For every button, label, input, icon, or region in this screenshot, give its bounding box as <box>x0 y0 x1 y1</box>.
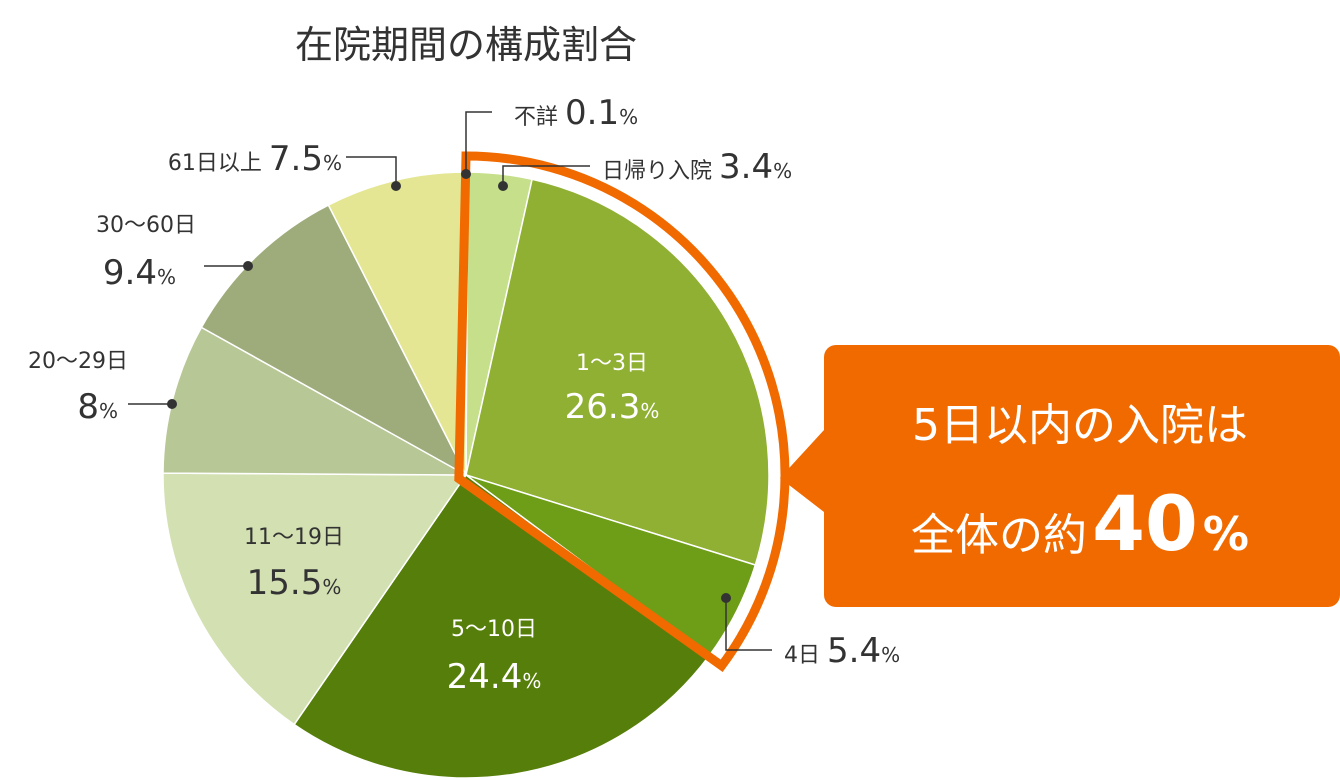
pie-slices <box>162 171 770 779</box>
slice-unit-6: % <box>99 399 118 423</box>
slice-value-label-6: 8% <box>77 387 118 427</box>
slice-value-1: 3.4 <box>719 147 773 187</box>
slice-unit-7: % <box>157 265 176 289</box>
pie-slice-2 <box>465 178 770 566</box>
slice-value-6: 8 <box>77 387 99 427</box>
slice-unit-0: % <box>619 105 638 129</box>
slice-label-3: 4日 5.4% <box>784 631 900 671</box>
callout-background <box>824 345 1340 607</box>
slice-value-8: 7.5 <box>269 139 323 179</box>
leader-line-0 <box>465 111 492 174</box>
slice-category-1: 日帰り入院 <box>602 159 719 184</box>
callout-line1: 5日以内の入院は <box>912 400 1248 451</box>
slice-value-7: 9.4 <box>103 253 157 293</box>
slice-unit-5: % <box>322 575 341 599</box>
slice-value-5: 15.5 <box>247 563 323 603</box>
slice-unit-8: % <box>323 151 342 175</box>
slice-value-2: 26.3 <box>565 387 641 427</box>
slice-value-label-4: 24.4% <box>447 657 542 697</box>
callout-box: 5日以内の入院は 全体の約 40 % <box>780 345 1340 607</box>
pie-slice-6 <box>162 326 467 476</box>
slice-category-4: 5〜10日 <box>451 617 537 642</box>
pie-slice-5 <box>162 472 468 726</box>
slice-category-0: 不詳 <box>514 105 565 130</box>
leader-line-8 <box>346 156 397 186</box>
leader-dot-0 <box>461 169 471 179</box>
slice-label-1: 日帰り入院 3.4% <box>602 147 792 187</box>
slice-category-7: 30〜60日 <box>96 213 196 238</box>
slice-category-3: 4日 <box>784 643 827 668</box>
slice-category-6: 20〜29日 <box>28 349 128 374</box>
slice-unit-3: % <box>881 643 900 667</box>
slice-value-label-5: 15.5% <box>247 563 342 603</box>
pie-slice-7 <box>200 204 468 477</box>
leader-dot-8 <box>391 181 401 191</box>
slice-unit-4: % <box>522 669 541 693</box>
slice-unit-2: % <box>640 399 659 423</box>
slice-label-8: 61日以上 7.5% <box>168 139 342 179</box>
slice-value-label-7: 9.4% <box>103 253 176 293</box>
slice-label-0: 不詳 0.1% <box>514 93 638 133</box>
pie-slice-4 <box>293 473 710 779</box>
slice-value-3: 5.4 <box>827 631 881 671</box>
highlight-outline <box>454 151 790 672</box>
slice-value-4: 24.4 <box>447 657 523 697</box>
slice-unit-1: % <box>773 159 792 183</box>
callout-line2-unit: % <box>1203 507 1249 561</box>
leader-dot-6 <box>167 399 177 409</box>
callout-line2-prefix: 全体の約 <box>911 510 1087 561</box>
slice-value-label-2: 26.3% <box>565 387 660 427</box>
slice-category-5: 11〜19日 <box>244 525 344 550</box>
chart-title: 在院期間の構成割合 <box>295 23 637 67</box>
slice-category-2: 1〜3日 <box>576 351 648 376</box>
leader-line-1 <box>502 165 590 186</box>
leader-lines <box>128 111 772 651</box>
leader-line-3 <box>725 598 772 651</box>
callout-line2: 全体の約 40 % <box>911 479 1249 568</box>
leader-dot-1 <box>498 181 508 191</box>
slice-category-8: 61日以上 <box>168 151 269 176</box>
slice-value-0: 0.1 <box>565 93 619 133</box>
leader-dot-3 <box>721 593 731 603</box>
callout-pointer <box>780 430 824 512</box>
leader-dot-7 <box>243 261 253 271</box>
callout-line2-number: 40 <box>1092 479 1198 568</box>
